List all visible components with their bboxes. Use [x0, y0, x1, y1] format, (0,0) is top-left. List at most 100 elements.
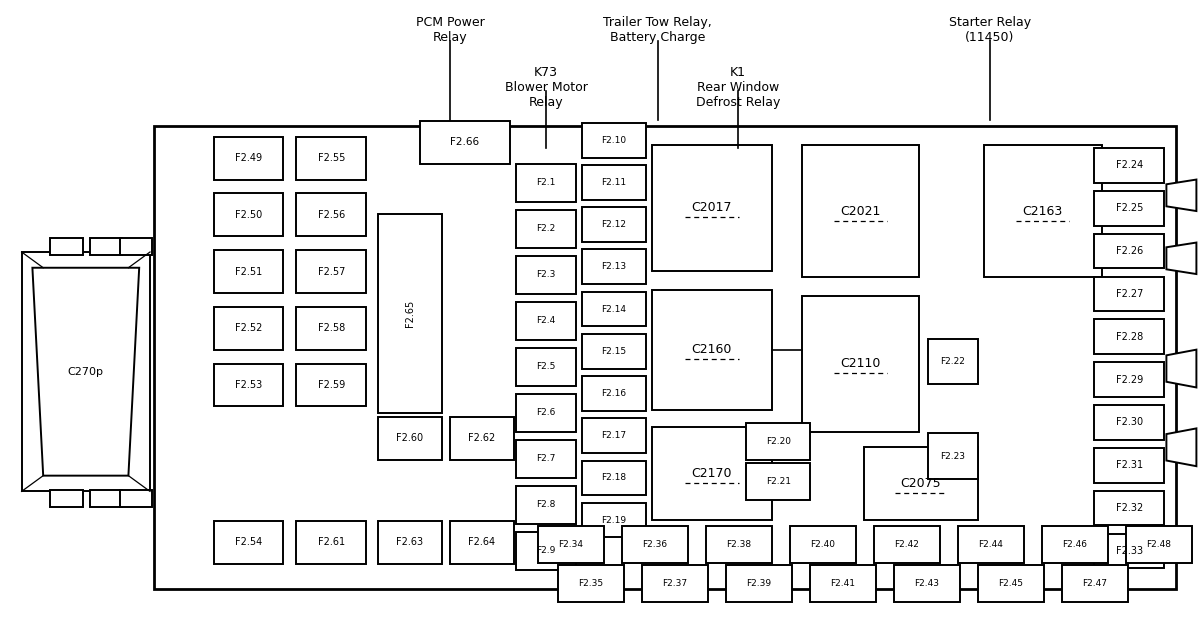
Text: F2.51: F2.51: [235, 266, 262, 277]
Bar: [864, 447, 978, 520]
Polygon shape: [32, 268, 139, 476]
Bar: [1126, 526, 1192, 563]
Bar: [296, 521, 366, 564]
Text: C2160: C2160: [691, 343, 732, 356]
Text: C2163: C2163: [1022, 205, 1063, 217]
Text: C2110: C2110: [840, 357, 881, 370]
Bar: [894, 565, 960, 602]
Text: F2.11: F2.11: [601, 178, 626, 187]
Text: F2.15: F2.15: [601, 346, 626, 356]
Text: F2.59: F2.59: [318, 380, 344, 390]
Bar: [1094, 405, 1164, 440]
Bar: [22, 252, 150, 491]
Bar: [978, 565, 1044, 602]
Bar: [746, 423, 810, 460]
Bar: [928, 433, 978, 479]
Bar: [50, 238, 83, 255]
Bar: [1094, 319, 1164, 354]
Bar: [582, 292, 646, 326]
Text: F2.9: F2.9: [536, 546, 556, 555]
Text: F2.46: F2.46: [1062, 540, 1087, 549]
Text: F2.2: F2.2: [536, 224, 556, 233]
Bar: [420, 121, 510, 164]
Bar: [214, 193, 283, 236]
Bar: [1094, 191, 1164, 226]
Bar: [1094, 362, 1164, 397]
Text: F2.1: F2.1: [536, 178, 556, 187]
Bar: [154, 126, 1176, 589]
Text: F2.44: F2.44: [978, 540, 1003, 549]
Bar: [296, 364, 366, 406]
Bar: [450, 417, 514, 460]
Text: C270p: C270p: [67, 367, 104, 377]
Text: F2.38: F2.38: [726, 540, 751, 549]
Bar: [538, 526, 604, 563]
Bar: [958, 526, 1024, 563]
Polygon shape: [1166, 180, 1196, 211]
Text: F2.60: F2.60: [396, 433, 424, 444]
Bar: [1094, 234, 1164, 268]
Text: F2.42: F2.42: [894, 540, 919, 549]
Bar: [1094, 534, 1164, 568]
Bar: [516, 164, 576, 202]
Text: C2075: C2075: [901, 477, 941, 490]
Text: F2.13: F2.13: [601, 262, 626, 272]
Text: F2.43: F2.43: [914, 579, 940, 588]
Bar: [642, 565, 708, 602]
Text: F2.50: F2.50: [235, 210, 262, 220]
Text: F2.63: F2.63: [396, 537, 424, 547]
Bar: [790, 526, 856, 563]
Text: F2.62: F2.62: [468, 433, 496, 444]
Bar: [1094, 491, 1164, 525]
Text: F2.54: F2.54: [235, 537, 262, 547]
Bar: [516, 532, 576, 570]
Text: C2021: C2021: [840, 205, 881, 217]
Text: F2.12: F2.12: [601, 220, 626, 229]
Bar: [928, 339, 978, 384]
Bar: [652, 145, 772, 271]
Text: Trailer Tow Relay,
Battery Charge: Trailer Tow Relay, Battery Charge: [604, 16, 712, 43]
Text: F2.34: F2.34: [558, 540, 583, 549]
Text: F2.66: F2.66: [450, 137, 480, 147]
Text: F2.27: F2.27: [1116, 289, 1142, 299]
Bar: [726, 565, 792, 602]
Bar: [582, 165, 646, 200]
Text: F2.22: F2.22: [941, 357, 965, 366]
Text: F2.10: F2.10: [601, 135, 626, 145]
Bar: [120, 490, 152, 507]
Text: F2.56: F2.56: [318, 210, 344, 220]
Text: F2.52: F2.52: [235, 323, 262, 333]
Bar: [50, 490, 83, 507]
Text: F2.49: F2.49: [235, 153, 262, 163]
Text: C2017: C2017: [691, 202, 732, 214]
Bar: [214, 364, 283, 406]
Bar: [582, 123, 646, 158]
Bar: [214, 521, 283, 564]
Text: C2170: C2170: [691, 467, 732, 479]
Text: F2.7: F2.7: [536, 454, 556, 463]
Bar: [984, 145, 1102, 277]
Bar: [378, 417, 442, 460]
Bar: [810, 565, 876, 602]
Text: F2.21: F2.21: [766, 477, 791, 486]
Bar: [1094, 448, 1164, 483]
Bar: [296, 193, 366, 236]
Text: F2.39: F2.39: [746, 579, 772, 588]
Text: F2.33: F2.33: [1116, 546, 1142, 556]
Bar: [582, 461, 646, 495]
Text: F2.20: F2.20: [766, 437, 791, 446]
Bar: [652, 290, 772, 410]
Text: F2.36: F2.36: [642, 540, 667, 549]
Text: F2.23: F2.23: [941, 452, 965, 461]
Polygon shape: [1166, 428, 1196, 466]
Text: F2.37: F2.37: [662, 579, 688, 588]
Bar: [558, 565, 624, 602]
Bar: [516, 348, 576, 386]
Text: F2.29: F2.29: [1116, 375, 1142, 384]
Bar: [652, 427, 772, 520]
Text: F2.35: F2.35: [578, 579, 604, 588]
Text: F2.19: F2.19: [601, 515, 626, 525]
Bar: [378, 214, 442, 413]
Bar: [582, 334, 646, 369]
Bar: [120, 238, 152, 255]
